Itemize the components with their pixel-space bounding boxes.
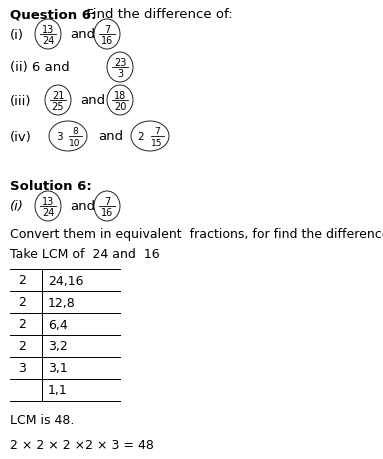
- Text: 2: 2: [18, 274, 26, 287]
- Text: 10: 10: [69, 138, 81, 147]
- Text: 2: 2: [137, 132, 144, 142]
- Text: Question 6:: Question 6:: [10, 8, 97, 21]
- Text: 8: 8: [72, 127, 78, 136]
- Text: 21: 21: [52, 91, 64, 101]
- Text: 2: 2: [18, 318, 26, 331]
- Text: (i): (i): [10, 200, 24, 213]
- Text: 24,16: 24,16: [48, 274, 83, 287]
- Text: 13: 13: [42, 196, 54, 207]
- Text: (i): (i): [10, 28, 24, 41]
- Text: and: and: [70, 200, 95, 213]
- Text: 12,8: 12,8: [48, 296, 76, 309]
- Text: 24: 24: [42, 36, 54, 46]
- Text: 25: 25: [52, 102, 64, 112]
- Text: Find the difference of:: Find the difference of:: [82, 8, 232, 21]
- Text: 7: 7: [154, 127, 160, 136]
- Text: 13: 13: [42, 25, 54, 35]
- Text: 24: 24: [42, 207, 54, 218]
- Text: Take LCM of  24 and  16: Take LCM of 24 and 16: [10, 247, 160, 260]
- Text: 2 × 2 × 2 ×2 × 3 = 48: 2 × 2 × 2 ×2 × 3 = 48: [10, 438, 154, 451]
- Text: 7: 7: [104, 25, 110, 35]
- Text: 2: 2: [18, 340, 26, 353]
- Text: 2: 2: [18, 296, 26, 309]
- Text: 3: 3: [18, 362, 26, 375]
- Text: 7: 7: [104, 196, 110, 207]
- Text: LCM is 48.: LCM is 48.: [10, 413, 74, 426]
- Text: (ii) 6 and: (ii) 6 and: [10, 62, 70, 74]
- Text: 3: 3: [117, 69, 123, 79]
- Text: 3: 3: [56, 132, 62, 142]
- Text: 3,2: 3,2: [48, 340, 68, 353]
- Text: 3,1: 3,1: [48, 362, 68, 375]
- Text: 1,1: 1,1: [48, 384, 68, 397]
- Text: 16: 16: [101, 207, 113, 218]
- Text: (iii): (iii): [10, 94, 31, 107]
- Text: 20: 20: [114, 102, 126, 112]
- Text: 16: 16: [101, 36, 113, 46]
- Text: and: and: [98, 130, 123, 143]
- Text: (iv): (iv): [10, 130, 32, 143]
- Text: 18: 18: [114, 91, 126, 101]
- Text: 23: 23: [114, 58, 126, 68]
- Text: 15: 15: [151, 138, 163, 147]
- Text: Convert them in equivalent  fractions, for find the difference: Convert them in equivalent fractions, fo…: [10, 228, 383, 241]
- Text: 6,4: 6,4: [48, 318, 68, 331]
- Text: Solution 6:: Solution 6:: [10, 179, 92, 193]
- Text: and: and: [80, 94, 105, 107]
- Text: and: and: [70, 28, 95, 41]
